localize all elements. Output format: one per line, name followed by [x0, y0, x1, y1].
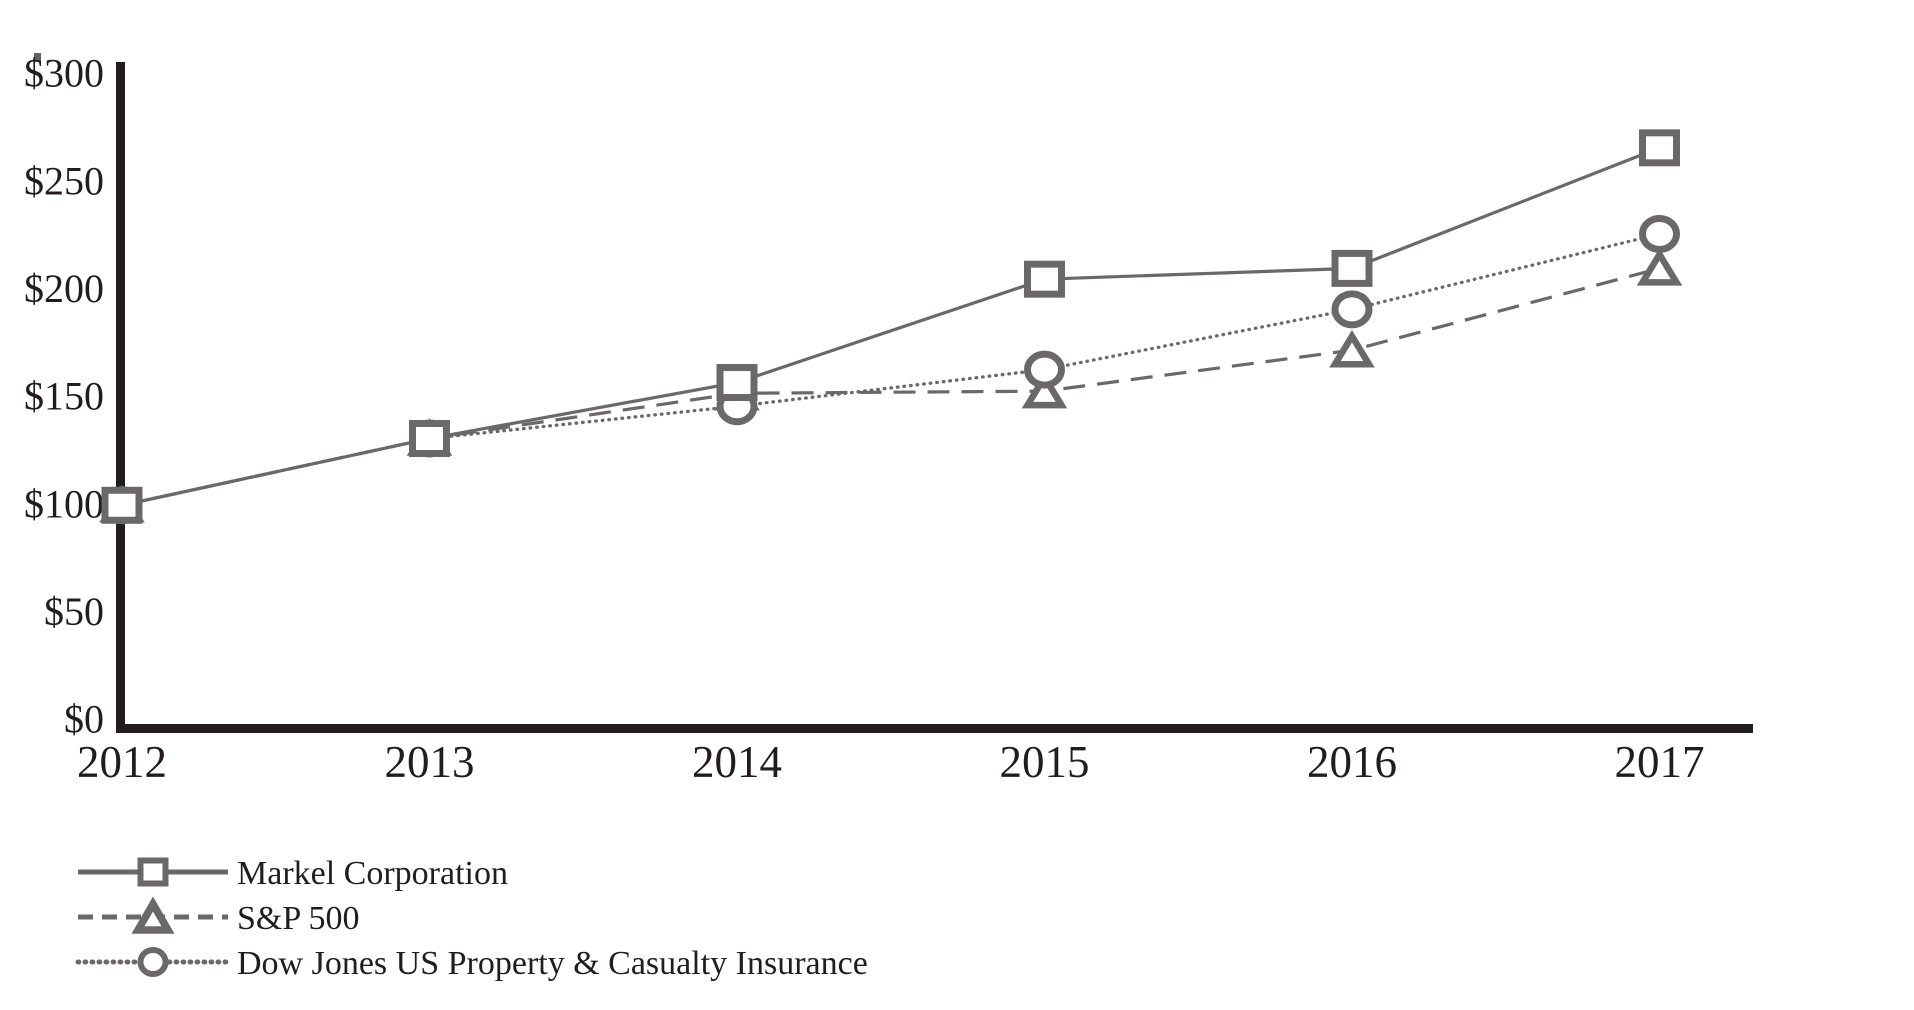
- legend-item-s-p-500: S&P 500: [78, 896, 360, 937]
- x-tick-label-2015: 2015: [1000, 737, 1090, 787]
- y-tick-label-250: $250: [24, 158, 104, 203]
- x-tick-label-2016: 2016: [1307, 737, 1397, 787]
- marker-square-markel-corporation-2015: [1024, 260, 1065, 298]
- series-line-s-p-500: [121, 266, 1660, 507]
- marker-circle-dow-jones-us-property-casualty-insurance-2015: [1024, 350, 1065, 389]
- y-axis-tick-labels: $0 $50 $100 $150 $200 $250 $300: [24, 51, 104, 742]
- y-tick-label-200: $200: [24, 266, 104, 311]
- series-markel-corporation: [101, 129, 1680, 524]
- marker-square-markel-corporation-2012: [101, 486, 143, 524]
- marker-square-markel-corporation-2014: [716, 364, 758, 402]
- series-line-markel-corporation: [121, 146, 1661, 507]
- marker-circle-dow-jones-us-property-casualty-insurance-2017: [1639, 214, 1680, 253]
- series-line-dow-jones-us-property-casualty-insurance: [120, 232, 1662, 507]
- x-axis-tick-labels: 2012 2013 2014 2015 2016 2017: [77, 737, 1705, 787]
- marker-triangle-s-p-500-2015: [1021, 370, 1068, 409]
- y-tick-label-0: $0: [64, 697, 104, 742]
- legend: Markel Corporation S&P 500 Dow Jones US Pr…: [75, 855, 868, 982]
- y-tick-label-100: $100: [24, 481, 104, 526]
- marker-circle-dow-jones-us-property-casualty-insurance-2016: [1331, 290, 1373, 329]
- series-dow-jones-us-property-casualty-insurance: [101, 214, 1680, 525]
- y-tick-label-150: $150: [24, 374, 104, 419]
- legend-circle-icon: [137, 947, 169, 977]
- x-tick-label-2017: 2017: [1615, 737, 1705, 787]
- marker-square-markel-corporation-2016: [1331, 249, 1373, 287]
- scan-artifact: [34, 53, 41, 62]
- y-tick-label-300: $300: [24, 51, 104, 96]
- x-tick-label-2014: 2014: [692, 737, 782, 787]
- legend-label-markel-corporation: Markel Corporation: [237, 855, 508, 892]
- marker-triangle-s-p-500-2016: [1329, 329, 1375, 368]
- legend-label-dow-jones-us-property-casualty-insurance: Dow Jones US Property & Casualty Insuran…: [237, 945, 868, 982]
- marker-square-markel-corporation-2013: [409, 420, 450, 458]
- legend-square-icon: [137, 857, 169, 887]
- x-tick-label-2012: 2012: [77, 737, 167, 787]
- marker-square-markel-corporation-2017: [1639, 129, 1680, 167]
- y-tick-label-50: $50: [44, 589, 104, 634]
- axes: [116, 62, 1753, 733]
- legend-triangle-icon: [131, 896, 175, 934]
- x-tick-label-2013: 2013: [385, 737, 475, 787]
- legend-item-markel-corporation: Markel Corporation: [78, 855, 508, 892]
- legend-label-s-p-500: S&P 500: [237, 900, 360, 937]
- marker-triangle-s-p-500-2017: [1636, 248, 1683, 286]
- legend-item-dow-jones-us-property-casualty-insurance: Dow Jones US Property & Casualty Insuran…: [75, 945, 868, 982]
